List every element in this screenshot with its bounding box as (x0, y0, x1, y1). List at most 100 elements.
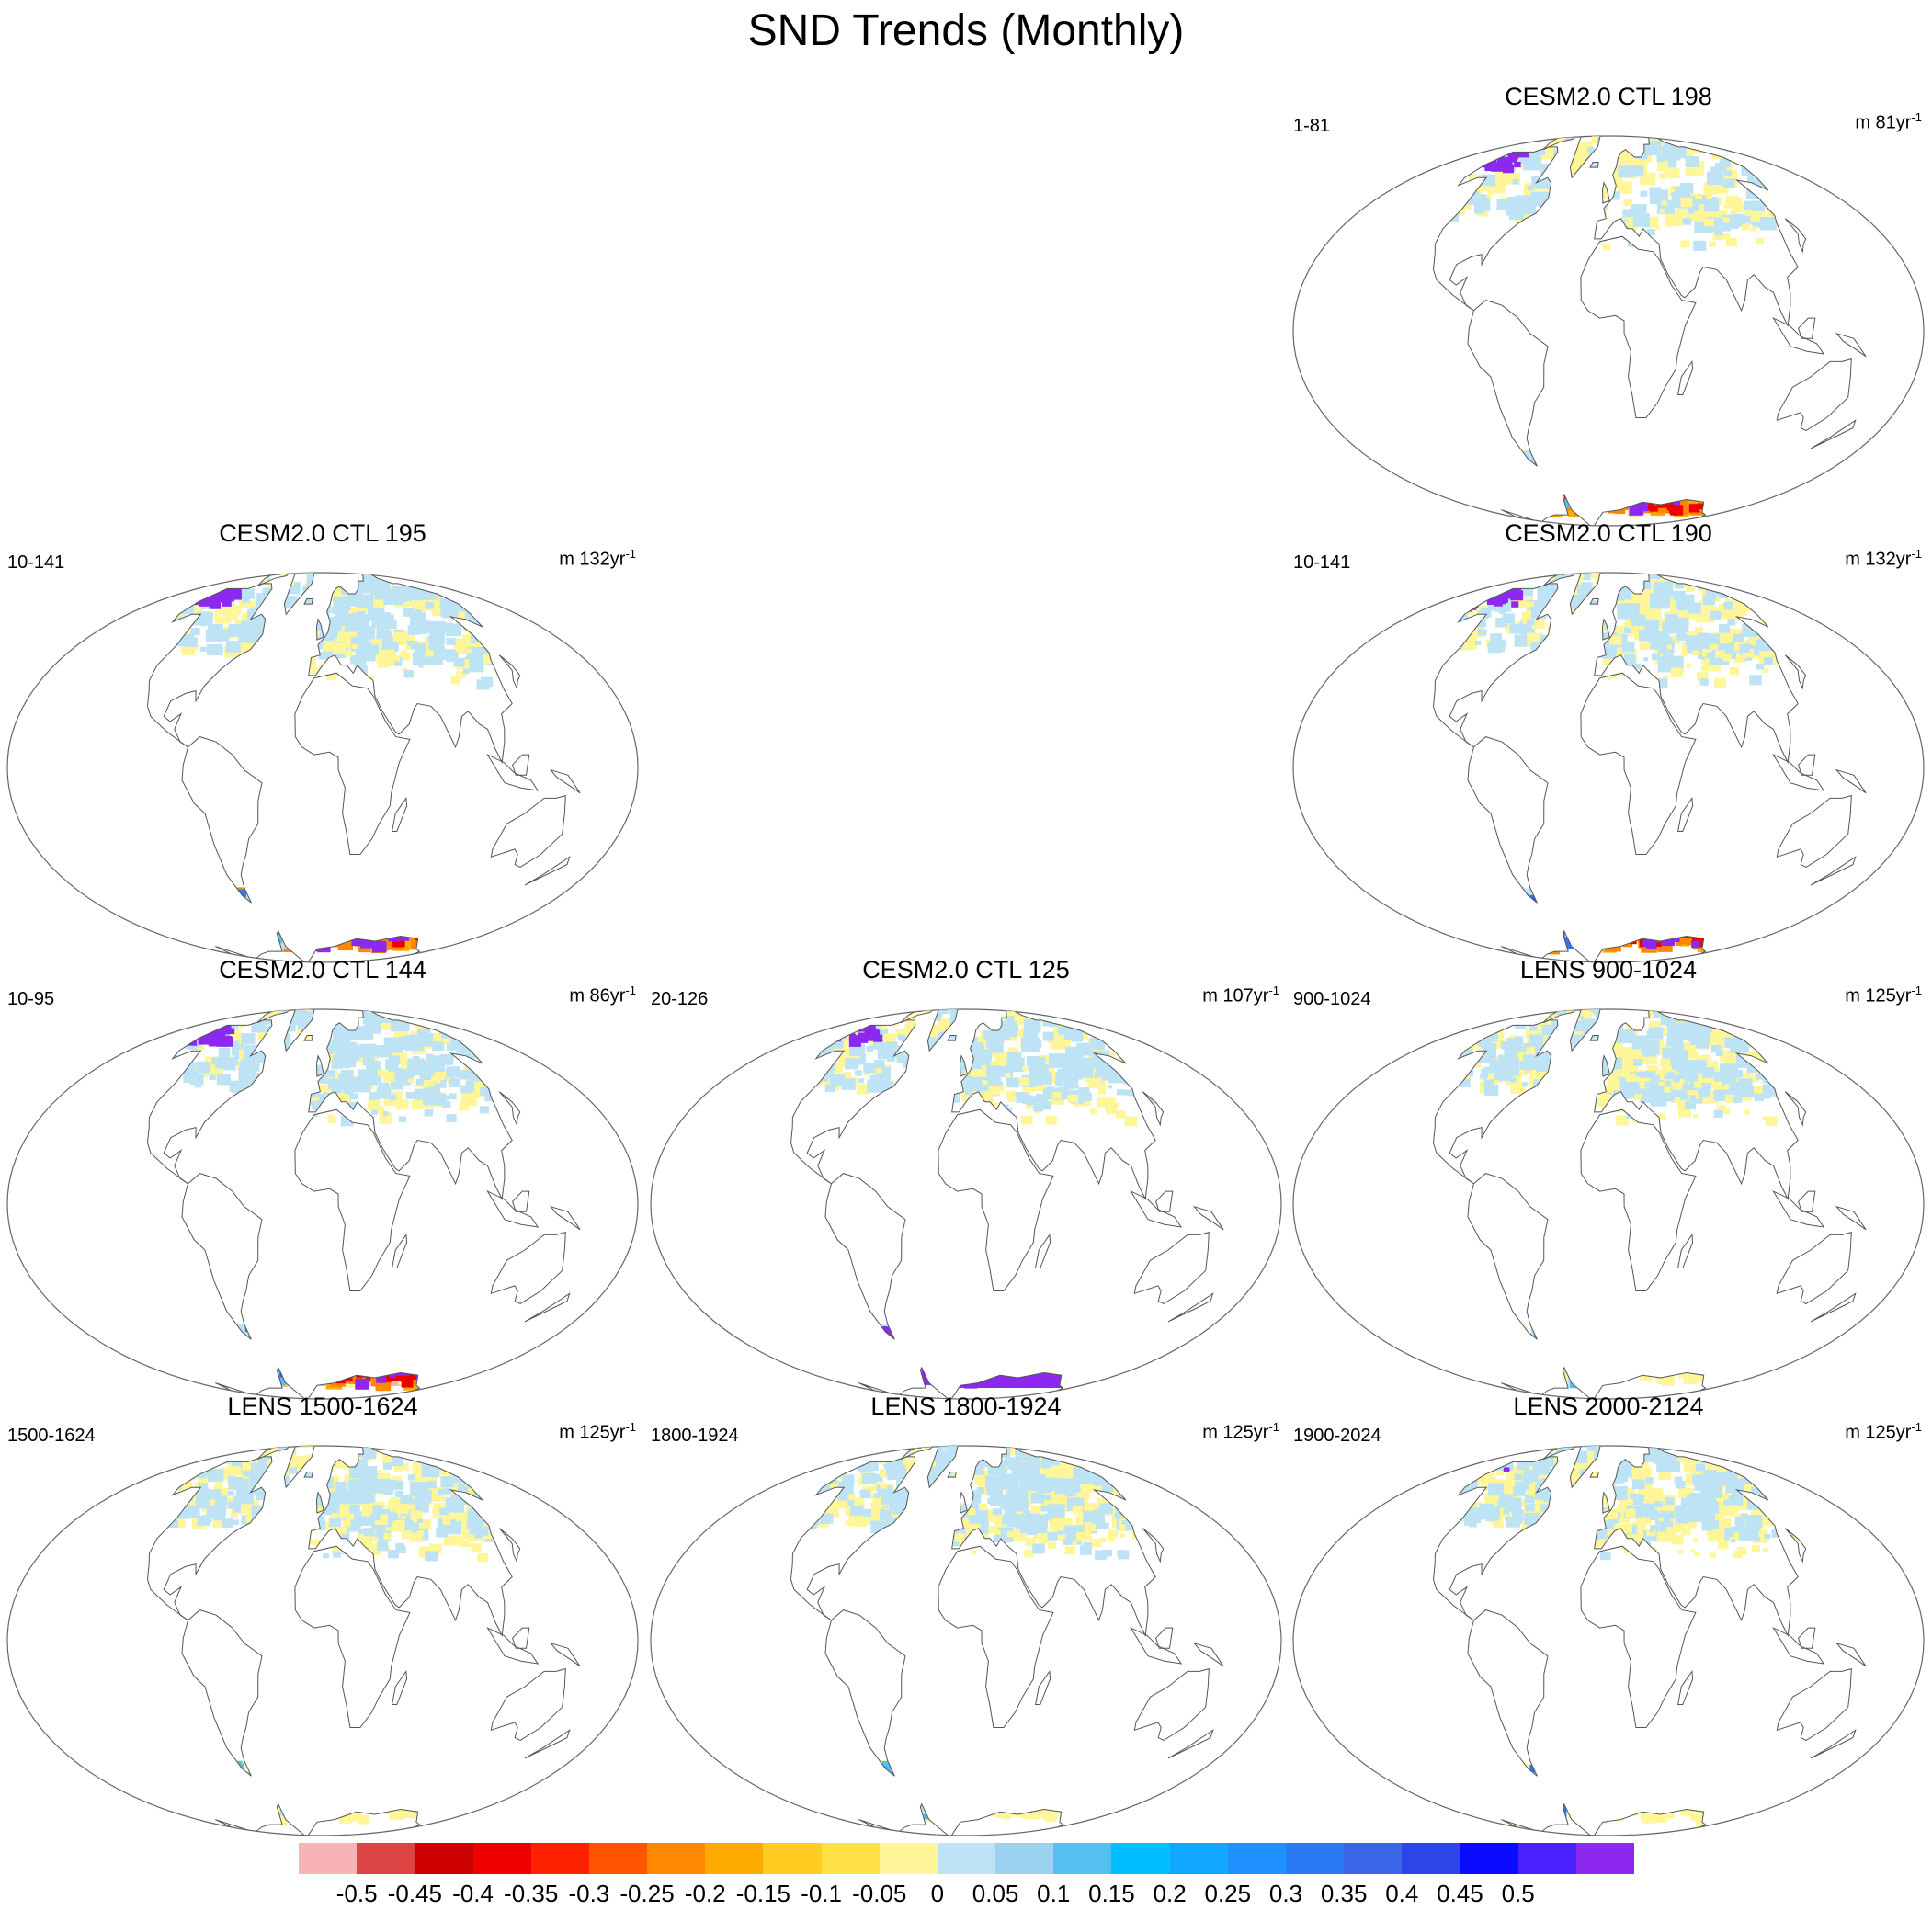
colorbar-tick-label: 0.5 (1501, 1880, 1535, 1907)
panel-units-exponent: -1 (1268, 983, 1279, 997)
colorbar-tick-label: -0.35 (504, 1880, 559, 1907)
panel-units-exponent: -1 (1268, 1420, 1279, 1434)
map-panel: CESM2.0 CTL 198 1-81 m 81yr-1 (1291, 83, 1926, 527)
colorbar-tick-label: 0.15 (1088, 1880, 1135, 1907)
world-map (650, 1445, 1282, 1836)
colorbar-swatch (763, 1843, 823, 1874)
panel-left-text: 900-1024 (1293, 989, 1371, 1009)
colorbar-tick-label: 0.35 (1320, 1880, 1368, 1907)
panel-units-exponent: -1 (1911, 547, 1922, 561)
map-panel: LENS 900-1024 900-1024 m 125yr-1 (1291, 956, 1926, 1400)
panel-right-text: m 125yr-1 (1845, 1420, 1922, 1444)
colorbar-tick-label: -0.5 (335, 1880, 378, 1907)
panel-left-text: 1-81 (1293, 116, 1331, 136)
panel-left-text: 10-95 (7, 989, 55, 1009)
world-map (650, 1008, 1282, 1400)
panel-right-text: m 81yr-1 (1855, 110, 1922, 134)
panel-right-text: m 125yr-1 (559, 1420, 636, 1444)
panel-units-exponent: -1 (1911, 1420, 1922, 1434)
colorbar-swatch (647, 1843, 706, 1874)
colorbar-tick-label: -0.2 (684, 1880, 726, 1907)
panel-right-text: m 132yr-1 (559, 547, 636, 571)
panel-title: CESM2.0 CTL 190 (1505, 519, 1712, 547)
panel-left-text: 10-141 (1293, 552, 1351, 573)
colorbar-swatch (1460, 1843, 1519, 1874)
colorbar-swatch (879, 1843, 938, 1874)
world-map (1292, 1008, 1925, 1400)
panel-title: CESM2.0 CTL 144 (219, 956, 426, 983)
world-map (1292, 1445, 1925, 1836)
colorbar-swatch (821, 1843, 881, 1874)
map-panel: CESM2.0 CTL 190 10-141 m 132yr-1 (1291, 519, 1926, 963)
colorbar-tick-label: -0.3 (568, 1880, 610, 1907)
panel-units-exponent: -1 (625, 983, 636, 997)
panel-units: m 125yr (1202, 1422, 1269, 1443)
colorbar-swatch (1111, 1843, 1171, 1874)
panel-units: m 81yr (1855, 112, 1912, 133)
panel-units: m 125yr (1845, 1422, 1912, 1443)
panel-units: m 86yr (569, 985, 626, 1006)
panel-title: LENS 900-1024 (1519, 956, 1698, 983)
colorbar-swatch (937, 1843, 996, 1874)
colorbar-swatch (1227, 1843, 1287, 1874)
panel-units: m 125yr (559, 1422, 626, 1443)
colorbar-tick-label: 0.25 (1204, 1880, 1252, 1907)
colorbar-swatch (530, 1843, 590, 1874)
colorbar-tick-label: -0.4 (452, 1880, 494, 1907)
panel-units: m 132yr (1845, 549, 1912, 570)
colorbar-tick-label: 0.4 (1385, 1880, 1419, 1907)
map-panel: CESM2.0 CTL 125 20-126 m 107yr-1 (649, 956, 1283, 1400)
map-panel: CESM2.0 CTL 144 10-95 m 86yr-1 (6, 956, 640, 1400)
colorbar-tick-label: 0.45 (1437, 1880, 1483, 1907)
panel-left-text: 20-126 (651, 989, 709, 1009)
map-panel: LENS 2000-2124 1900-2024 m 125yr-1 (1291, 1393, 1926, 1836)
panel-units: m 107yr (1202, 985, 1269, 1006)
world-map (6, 1445, 639, 1836)
colorbar-swatch (415, 1843, 473, 1874)
colorbar-tick-label: 0 (930, 1880, 945, 1907)
panel-right-text: m 107yr-1 (1202, 983, 1279, 1007)
colorbar-swatch (588, 1843, 648, 1874)
panel-title: LENS 1500-1624 (227, 1393, 418, 1420)
colorbar-tick-label: -0.1 (801, 1880, 842, 1907)
colorbar: -0.5 -0.45 -0.4 -0.35 -0.3 -0.25 -0.2 -0.15 -0.1… (299, 1843, 1635, 1907)
map-panel: CESM2.0 CTL 195 10-141 m 132yr-1 (6, 519, 640, 963)
panel-title: LENS 2000-2124 (1513, 1393, 1704, 1420)
colorbar-swatch (1344, 1843, 1403, 1874)
colorbar-tick-label: 0.2 (1153, 1880, 1187, 1907)
panel-title: CESM2.0 CTL 125 (862, 956, 1070, 983)
colorbar-tick-label: -0.25 (619, 1880, 675, 1907)
panel-units-exponent: -1 (1911, 110, 1922, 124)
map-panel: LENS 1500-1624 1500-1624 m 125yr-1 (6, 1393, 640, 1836)
world-map (1292, 135, 1925, 527)
panel-right-text: m 86yr-1 (569, 983, 636, 1007)
panel-left-text: 10-141 (7, 552, 65, 573)
colorbar-tick-label: -0.45 (387, 1880, 442, 1907)
colorbar-tick-label: -0.05 (852, 1880, 907, 1907)
colorbar-swatch (1402, 1843, 1460, 1874)
colorbar-swatch (705, 1843, 764, 1874)
colorbar-tick-label: 0.1 (1037, 1880, 1071, 1907)
panel-right-text: m 125yr-1 (1845, 983, 1922, 1007)
panel-units-exponent: -1 (625, 1420, 636, 1434)
colorbar-tick-label: 0.3 (1268, 1880, 1303, 1907)
colorbar-tick-label: -0.15 (735, 1880, 791, 1907)
world-map (6, 1008, 639, 1400)
panel-right-text: m 125yr-1 (1202, 1420, 1279, 1444)
panel-units: m 125yr (1845, 985, 1912, 1006)
map-panel: LENS 1800-1924 1800-1924 m 125yr-1 (649, 1393, 1283, 1836)
panel-units-exponent: -1 (625, 547, 636, 561)
colorbar-swatch (1169, 1843, 1229, 1874)
panel-units-exponent: -1 (1911, 983, 1922, 997)
colorbar-swatch (1053, 1843, 1112, 1874)
figure-title: SND Trends (Monthly) (747, 6, 1185, 55)
colorbar-tick-label: 0.05 (972, 1880, 1019, 1907)
colorbar-swatch (1285, 1843, 1345, 1874)
panel-title: CESM2.0 CTL 198 (1505, 83, 1712, 110)
panel-left-text: 1500-1624 (7, 1426, 96, 1446)
panel-title: CESM2.0 CTL 195 (219, 519, 426, 547)
colorbar-swatch (472, 1843, 532, 1874)
colorbar-swatch (1517, 1843, 1577, 1874)
panel-left-text: 1900-2024 (1293, 1426, 1381, 1446)
colorbar-swatch (995, 1843, 1054, 1874)
